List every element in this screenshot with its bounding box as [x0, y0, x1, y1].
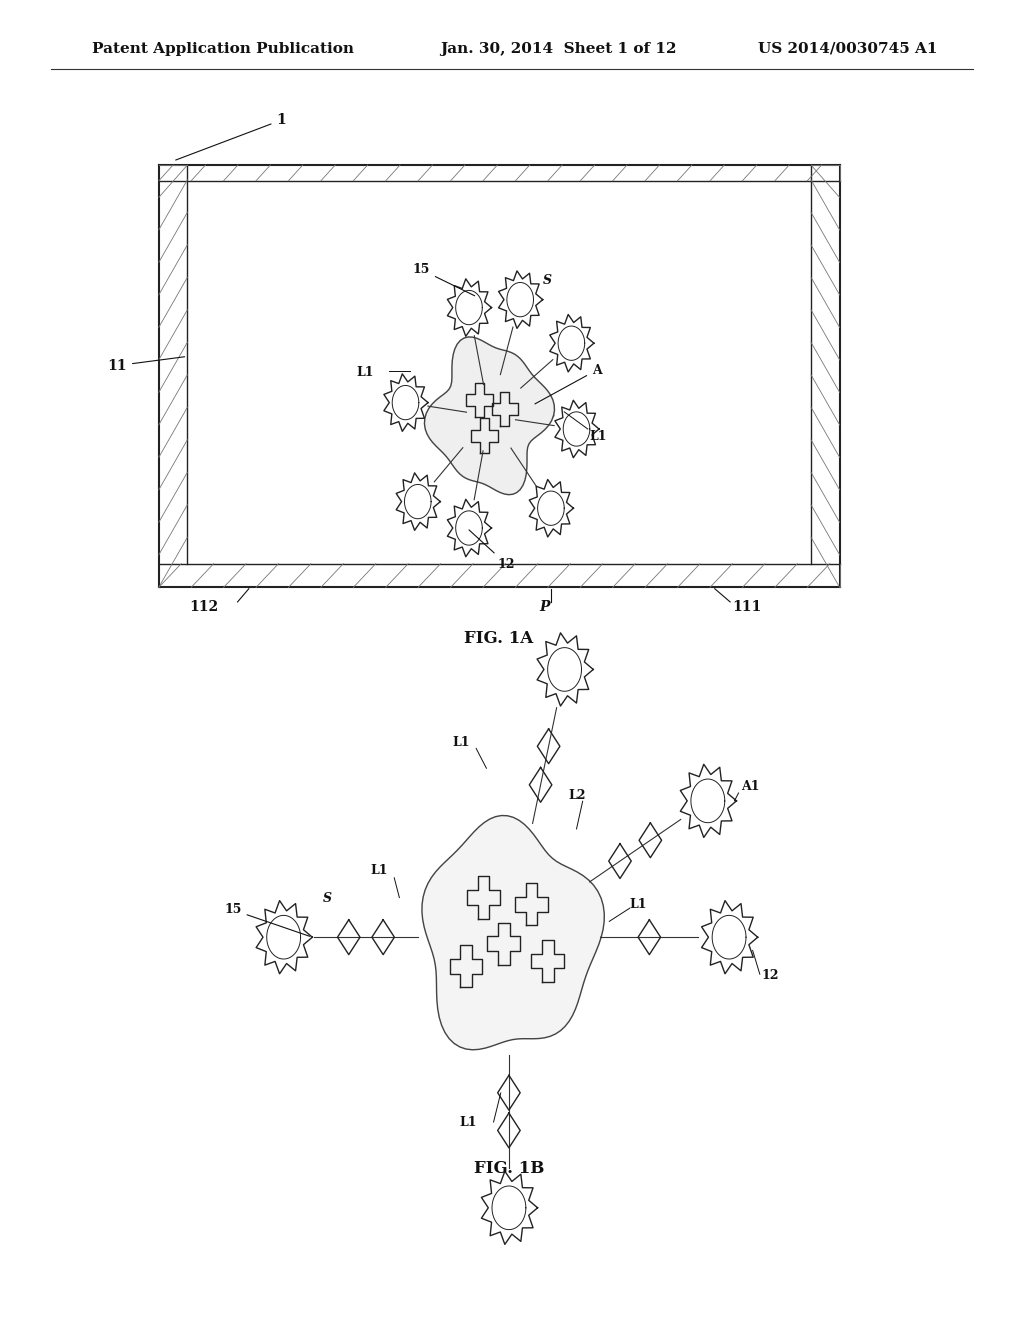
Polygon shape	[424, 337, 554, 495]
Text: A: A	[535, 363, 602, 404]
Text: L1: L1	[371, 863, 388, 876]
Text: P: P	[540, 601, 550, 614]
Polygon shape	[422, 816, 604, 1049]
Text: Jan. 30, 2014  Sheet 1 of 12: Jan. 30, 2014 Sheet 1 of 12	[440, 42, 677, 55]
Text: L1: L1	[453, 735, 470, 748]
Text: 12: 12	[762, 969, 779, 982]
Text: 1: 1	[176, 114, 287, 160]
Text: L2: L2	[568, 788, 586, 801]
Text: S: S	[323, 891, 332, 904]
Text: L1: L1	[630, 898, 647, 911]
Text: Patent Application Publication: Patent Application Publication	[92, 42, 354, 55]
Text: 112: 112	[189, 601, 218, 614]
Text: FIG. 1A: FIG. 1A	[464, 631, 534, 647]
Text: 11: 11	[108, 356, 184, 372]
Text: 15: 15	[413, 263, 475, 296]
Text: FIG. 1B: FIG. 1B	[474, 1160, 544, 1176]
Text: L1: L1	[356, 366, 374, 379]
Text: 111: 111	[732, 601, 762, 614]
Text: S: S	[543, 273, 552, 286]
Text: L1: L1	[590, 429, 607, 442]
Text: L1: L1	[460, 1115, 477, 1129]
Text: A1: A1	[740, 780, 759, 793]
Text: 15: 15	[224, 903, 309, 936]
Text: 12: 12	[469, 529, 515, 570]
Text: US 2014/0030745 A1: US 2014/0030745 A1	[758, 42, 937, 55]
